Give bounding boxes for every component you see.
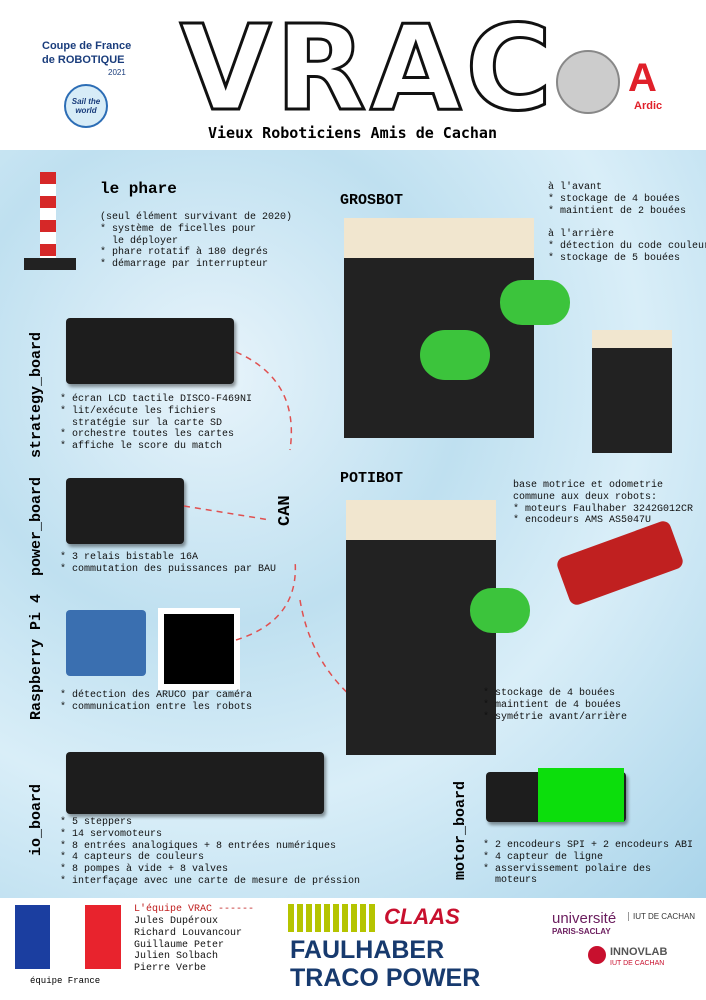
team-title: L'équipe VRAC ------ bbox=[134, 904, 255, 915]
lighthouse-base bbox=[24, 258, 76, 270]
list-line: * maintient de 2 bouées bbox=[548, 205, 687, 217]
list-line: * détection des ARUCO par caméra bbox=[60, 690, 253, 701]
robot-title: POTIBOT bbox=[340, 470, 404, 487]
list-line bbox=[548, 217, 706, 229]
list-line: * stockage de 5 bouées bbox=[548, 252, 681, 264]
list-line: (seul élément survivant de 2020) bbox=[100, 212, 293, 223]
mascot-icon bbox=[556, 50, 620, 114]
list-line: * lit/exécute les fichiers bbox=[60, 405, 217, 417]
list-line: base motrice et odometrie bbox=[513, 480, 664, 491]
potibot-base-list: base motrice et odometrie commune aux deu… bbox=[513, 480, 693, 527]
sail-logo: Sail the world bbox=[64, 84, 108, 128]
innovlab-name: INNOVLAB bbox=[610, 946, 668, 958]
list-line: * maintient de 4 bouées bbox=[483, 699, 622, 711]
list-line: * 3 relais bistable 16A bbox=[60, 552, 199, 563]
innovlab-icon bbox=[588, 946, 606, 964]
list-line: * 5 steppers bbox=[60, 817, 133, 828]
buoy-image bbox=[500, 280, 570, 325]
iut-name: IUT DE CACHAN bbox=[628, 912, 695, 921]
list-line: * démarrage par interrupteur bbox=[100, 259, 269, 271]
potibot-list: * stockage de 4 bouées * maintient de 4 b… bbox=[483, 688, 627, 723]
list-line: * stockage de 4 bouées bbox=[548, 193, 681, 205]
power-list: * 3 relais bistable 16A * commutation des… bbox=[60, 552, 276, 576]
ardic-logo: A bbox=[628, 56, 657, 100]
list-line: commune aux deux robots: bbox=[513, 491, 658, 503]
power-board-image bbox=[66, 478, 184, 544]
subtitle: Vieux Roboticiens Amis de Cachan bbox=[208, 124, 497, 142]
board-label: motor_board bbox=[452, 780, 469, 880]
list-line: * écran LCD tactile DISCO-F469NI bbox=[60, 394, 253, 405]
list-line: * commutation des puissances par BAU bbox=[60, 563, 277, 575]
aruco-marker bbox=[158, 608, 240, 690]
flag-caption: équipe France bbox=[30, 976, 101, 986]
grosbot-image bbox=[344, 218, 534, 438]
list-line: Guillaume Peter bbox=[134, 939, 225, 951]
buoy-image bbox=[470, 588, 530, 633]
list-line: le déployer bbox=[100, 235, 179, 247]
ardic-name: Ardic bbox=[634, 100, 663, 112]
claas-bars bbox=[288, 904, 378, 932]
grosbot-rear-image bbox=[592, 330, 672, 453]
team-list: Jules Dupéroux Richard Louvancour Guillaum… bbox=[134, 916, 242, 975]
io-list: * 5 steppers * 14 servomoteurs * 8 entrées… bbox=[60, 817, 360, 888]
raspberry-list: * détection des ARUCO par caméra * commun… bbox=[60, 690, 252, 714]
list-line: * affiche le score du match bbox=[60, 441, 223, 453]
list-line: à l'avant bbox=[548, 182, 603, 193]
french-flag bbox=[15, 905, 121, 969]
buoy-image bbox=[420, 330, 490, 380]
innovlab-sub: IUT DE CACHAN bbox=[610, 960, 665, 967]
list-line: * symétrie avant/arrière bbox=[483, 711, 628, 723]
raspberry-image bbox=[66, 610, 146, 676]
grosbot-list: à l'avant * stockage de 4 bouées * maintie… bbox=[548, 182, 706, 265]
sponsor: CLAAS bbox=[384, 904, 460, 929]
list-line: à l'arrière bbox=[548, 229, 615, 241]
io-board-image bbox=[66, 752, 324, 814]
cup-logo-year: 2021 bbox=[108, 68, 126, 77]
potibot-image bbox=[346, 500, 496, 755]
main-title: VRAC bbox=[178, 0, 557, 137]
list-line: Jules Dupéroux bbox=[134, 916, 219, 927]
list-line: * détection du code couleur bbox=[548, 240, 706, 252]
list-line: * 8 entrées analogiques + 8 entrées numé… bbox=[60, 840, 337, 852]
phare-list: (seul élément survivant de 2020) * systèm… bbox=[100, 212, 292, 271]
motor-board-sensor bbox=[538, 768, 624, 822]
strategy-list: * écran LCD tactile DISCO-F469NI * lit/ex… bbox=[60, 394, 252, 453]
list-line: Richard Louvancour bbox=[134, 927, 243, 939]
cup-logo-line: de ROBOTIQUE bbox=[42, 54, 125, 66]
list-line: stratégie sur la carte SD bbox=[60, 417, 223, 429]
list-line: * interfaçage avec une carte de mesure d… bbox=[60, 875, 361, 887]
list-line: * phare rotatif à 180 degrés bbox=[100, 247, 269, 259]
can-bus-lines bbox=[183, 351, 471, 751]
list-line: * 4 capteur de ligne bbox=[483, 851, 604, 863]
list-line: Julien Solbach bbox=[134, 951, 219, 963]
list-line: * communication entre les robots bbox=[60, 701, 253, 713]
list-line: * 8 pompes à vide + 8 valves bbox=[60, 864, 229, 876]
strategy-board-image bbox=[66, 318, 234, 384]
univ-name: PARIS-SACLAY bbox=[552, 927, 611, 936]
list-line: * encodeurs AMS AS5047U bbox=[513, 515, 652, 527]
list-line: Pierre Verbe bbox=[134, 963, 207, 975]
robot-title: GROSBOT bbox=[340, 192, 404, 209]
list-line: * moteurs Faulhaber 3242G012CR bbox=[513, 503, 694, 515]
list-line: * orchestre toutes les cartes bbox=[60, 429, 235, 441]
list-line: * système de ficelles pour bbox=[100, 223, 257, 235]
list-line: * 2 encodeurs SPI + 2 encodeurs ABI bbox=[483, 840, 694, 851]
list-line: * 14 servomoteurs bbox=[60, 828, 163, 840]
list-line: moteurs bbox=[483, 875, 538, 887]
list-line: * asservissement polaire des bbox=[483, 863, 652, 875]
list-line: * stockage de 4 bouées bbox=[483, 688, 616, 699]
list-line: * 4 capteurs de couleurs bbox=[60, 852, 205, 864]
sponsor: TRACO POWER bbox=[290, 964, 481, 992]
section-title: le phare bbox=[100, 180, 177, 198]
univ-name: université bbox=[552, 910, 617, 927]
cup-logo-line: Coupe de France bbox=[42, 40, 132, 52]
motor-list: * 2 encodeurs SPI + 2 encodeurs ABI * 4 c… bbox=[483, 840, 693, 887]
lighthouse-image bbox=[40, 172, 56, 262]
sponsor: FAULHABER bbox=[290, 936, 445, 964]
